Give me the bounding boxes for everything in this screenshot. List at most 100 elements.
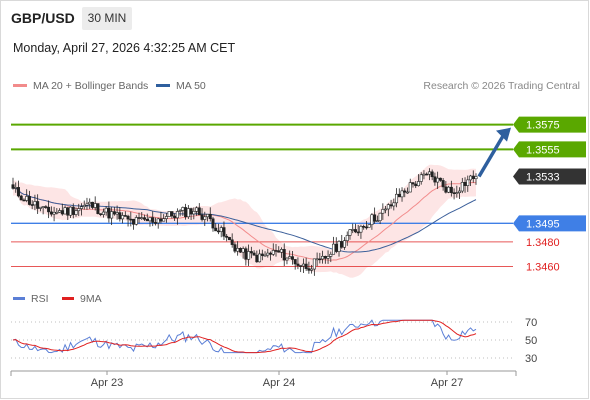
- candle-body: [159, 218, 163, 222]
- candle-body: [82, 205, 86, 207]
- candle-body: [41, 206, 45, 208]
- price-tag-text: 1.3555: [526, 144, 560, 156]
- candle-body: [425, 173, 429, 176]
- candle-body: [329, 253, 333, 257]
- candle-body: [44, 206, 48, 208]
- candle-body: [200, 214, 204, 220]
- candle-body: [375, 220, 379, 222]
- candle-body: [189, 208, 193, 215]
- price-tag-text: 1.3575: [526, 120, 560, 132]
- candle-body: [107, 207, 111, 219]
- ma50-label: MA 50: [176, 80, 206, 92]
- candle-body: [101, 211, 105, 215]
- candle-body: [170, 211, 174, 217]
- candle-body: [140, 217, 144, 219]
- ma50-swatch: [156, 83, 170, 87]
- candle-body: [27, 196, 31, 205]
- candle-body: [110, 211, 114, 219]
- candle-body: [444, 186, 448, 193]
- candle-body: [340, 241, 344, 248]
- ma9-swatch: [62, 296, 74, 300]
- candle-body: [397, 193, 401, 198]
- candle-body: [373, 214, 377, 222]
- candle-body: [115, 212, 119, 215]
- candle-body: [395, 193, 399, 204]
- candle-body: [129, 218, 133, 221]
- candle-body: [47, 206, 51, 213]
- price-label-1.3480: 1.3480: [526, 237, 560, 249]
- candle-body: [414, 183, 418, 187]
- candle-body: [145, 219, 149, 222]
- forecast-arrow-shaft: [477, 131, 507, 178]
- candle-body: [225, 235, 229, 238]
- candle-body: [296, 263, 300, 266]
- candle-body: [192, 211, 196, 215]
- candle-body: [104, 207, 108, 213]
- price-tag-bg: [513, 168, 586, 185]
- ma50-line: [12, 187, 477, 253]
- rsi-line: [12, 319, 477, 354]
- credit-text: Research © 2026 Trading Central: [423, 80, 580, 92]
- candles: [11, 168, 478, 276]
- candle-body: [447, 186, 451, 193]
- candle-body: [370, 214, 374, 226]
- candle-body: [238, 248, 242, 253]
- candle-body: [416, 181, 420, 187]
- candle-body: [164, 216, 168, 219]
- candle-body: [271, 250, 275, 255]
- candle-body: [175, 211, 179, 219]
- candle-body: [367, 224, 371, 228]
- osc-tick-70: 70: [525, 317, 537, 329]
- candle-body: [71, 206, 75, 215]
- candle-body: [460, 182, 464, 192]
- legend-ma50: MA 50: [156, 80, 206, 92]
- candle-body: [345, 235, 349, 241]
- candle-body: [411, 182, 415, 185]
- forecast-arrow-head: [496, 127, 511, 142]
- candle-body: [419, 174, 423, 182]
- candle-body: [52, 211, 56, 215]
- candle-body: [236, 248, 240, 252]
- candle-body: [449, 186, 453, 193]
- candle-body: [408, 182, 412, 193]
- candle-body: [63, 207, 67, 215]
- candle-body: [389, 204, 393, 207]
- candle-body: [77, 208, 81, 212]
- candle-body: [143, 217, 147, 220]
- candle-body: [348, 229, 352, 236]
- interval-selector[interactable]: 30 MIN: [82, 7, 132, 30]
- price-tag-text: 1.3495: [526, 218, 560, 230]
- candle-body: [466, 179, 470, 186]
- candle-body: [14, 187, 18, 189]
- candle-body: [433, 176, 437, 183]
- candle-body: [148, 217, 152, 222]
- price-tag-1.3533: 1.3533: [513, 168, 586, 185]
- candle-body: [216, 230, 220, 233]
- candle-body: [463, 182, 467, 186]
- candle-body: [178, 210, 182, 212]
- candle-body: [211, 218, 215, 229]
- candle-body: [384, 208, 388, 211]
- candle-body: [285, 257, 289, 261]
- candle-body: [252, 252, 256, 256]
- candle-body: [406, 191, 410, 194]
- candle-body: [214, 227, 218, 232]
- price-tag-1.3575: 1.3575: [513, 116, 586, 133]
- candle-body: [255, 254, 259, 263]
- candle-body: [66, 207, 70, 216]
- candle-body: [126, 215, 130, 220]
- candle-body: [452, 192, 456, 194]
- price-tag-bg: [513, 116, 586, 133]
- candle-body: [38, 206, 42, 209]
- candle-body: [203, 216, 207, 220]
- candle-body: [279, 249, 283, 253]
- candle-body: [351, 229, 355, 231]
- candle-body: [469, 175, 473, 181]
- candle-body: [88, 201, 92, 205]
- candle-body: [326, 256, 330, 259]
- rsi-swatch: [13, 296, 25, 300]
- ma20-label: MA 20 + Bollinger Bands: [33, 80, 149, 92]
- candle-body: [430, 171, 434, 178]
- candle-body: [60, 210, 64, 215]
- candle-body: [474, 176, 478, 180]
